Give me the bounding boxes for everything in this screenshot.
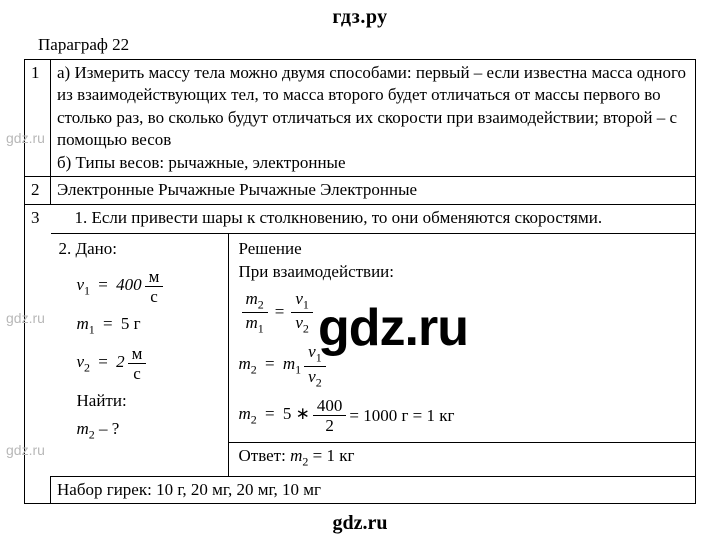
site-footer: gdz.ru <box>0 504 720 543</box>
table-row: Набор гирек: 10 г, 20 мг, 20 мг, 10 мг <box>25 477 696 504</box>
row-content: Электронные Рычажные Рычажные Электронны… <box>51 177 696 204</box>
row-content: 1. Если привести шары к столкновению, то… <box>51 204 696 476</box>
answer-line: Ответ: m2 = 1 кг <box>229 442 696 470</box>
row-number: 1 <box>25 60 51 177</box>
table-row: 3 1. Если привести шары к столкновению, … <box>25 204 696 476</box>
text-a: а) Измерить массу тела можно двумя спосо… <box>57 62 689 152</box>
ratio-line: m2m1 = v1v2 <box>239 289 688 336</box>
row3-top-text: 1. Если привести шары к столкновению, то… <box>51 205 696 234</box>
paragraph-title: Параграф 22 <box>0 33 720 59</box>
given-label: 2. Дано: <box>59 238 220 260</box>
row-number-empty <box>25 477 51 504</box>
v2-line: v2 = 2 мс <box>59 344 220 384</box>
find-var: m2 – ? <box>77 418 220 443</box>
m1-line: m1 = 5 г <box>77 313 220 338</box>
m2-expr-line: m2 = m1 v1v2 <box>239 342 688 389</box>
site-header: гдз.ру <box>0 0 720 33</box>
row-content: Набор гирек: 10 г, 20 мг, 20 мг, 10 мг <box>51 477 696 504</box>
solution-column: Решение При взаимодействии: m2m1 = v1v2 … <box>229 234 696 476</box>
row-number: 3 <box>25 204 51 476</box>
given-column: 2. Дано: v1 = 400 мс m1 = 5 г v2 = 2 мс … <box>51 234 229 476</box>
content-table: 1 а) Измерить массу тела можно двумя спо… <box>24 59 696 504</box>
table-row: 2 Электронные Рычажные Рычажные Электрон… <box>25 177 696 204</box>
row-content: а) Измерить массу тела можно двумя спосо… <box>51 60 696 177</box>
m2-calc-line: m2 = 5 ∗ 4002 = 1000 г = 1 кг <box>239 396 688 436</box>
table-row: 1 а) Измерить массу тела можно двумя спо… <box>25 60 696 177</box>
solution-sub: При взаимодействии: <box>239 261 688 283</box>
solution-wrap: 2. Дано: v1 = 400 мс m1 = 5 г v2 = 2 мс … <box>51 234 696 476</box>
row-number: 2 <box>25 177 51 204</box>
find-label: Найти: <box>77 390 220 412</box>
text-b: б) Типы весов: рычажные, электронные <box>57 152 689 174</box>
v1-line: v1 = 400 мс <box>59 267 220 307</box>
solution-label: Решение <box>239 238 688 260</box>
